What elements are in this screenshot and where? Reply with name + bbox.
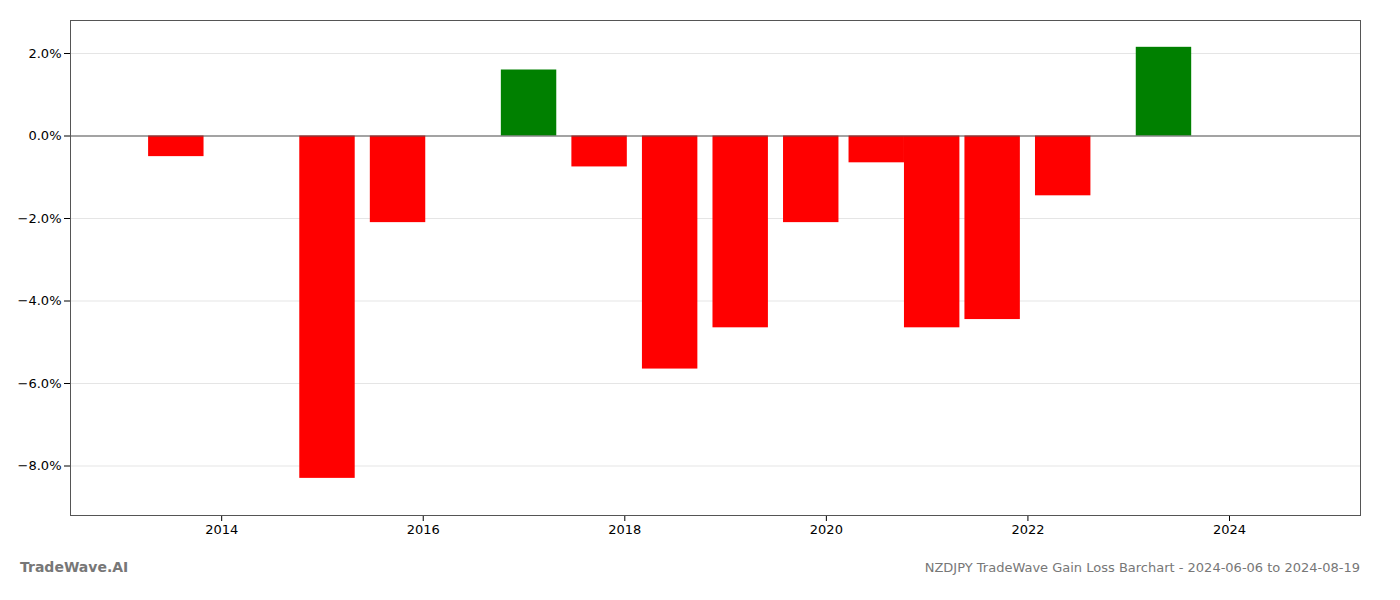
svg-text:2016: 2016 [407,522,440,537]
svg-text:−2.0%: −2.0% [18,211,62,226]
svg-text:2.0%: 2.0% [28,46,61,61]
svg-text:−4.0%: −4.0% [18,293,62,308]
svg-text:2024: 2024 [1213,522,1246,537]
svg-text:2018: 2018 [608,522,641,537]
svg-text:2020: 2020 [810,522,843,537]
svg-text:2014: 2014 [205,522,238,537]
svg-text:2022: 2022 [1011,522,1044,537]
svg-text:−6.0%: −6.0% [18,376,62,391]
html-text:NZDJPY TradeWave Gain Loss Bar: NZDJPY TradeWave Gain Loss Barchart - 20… [924,560,1360,575]
svg-text:0.0%: 0.0% [28,128,61,143]
html-text:TradeWave.AI: TradeWave.AI [20,559,129,575]
svg-text:−8.0%: −8.0% [18,458,62,473]
